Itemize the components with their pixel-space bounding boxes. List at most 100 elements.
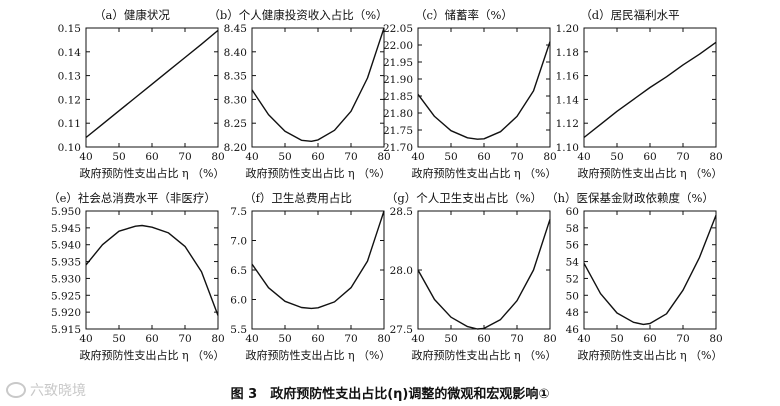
chart-panel-4: （d）居民福利水平 40 50 60 70 80 1.10 1.12 1.14 1.16 1.18 1… (556, 8, 723, 180)
x-axis-label: 政府预防性支出占比 η （%） (577, 348, 722, 362)
plot-frame (85, 27, 219, 148)
y-tick-label: 0.11 (58, 118, 81, 130)
chart-panel-5: （e）社会总消费水平（非医疗） 40 50 60 70 80 5.915 5.920 5.925… (48, 191, 225, 362)
x-tick-label: 70 (676, 333, 689, 345)
x-axis-label: 政府预防性支出占比 η （%） (245, 348, 390, 362)
y-tick-label: 58 (566, 223, 579, 235)
plot-frame (251, 210, 385, 330)
y-tick-label: 5.930 (51, 273, 81, 285)
x-axis-label: 政府预防性支出占比 η （%） (79, 348, 224, 362)
x-tick-label: 70 (510, 151, 523, 163)
watermark: 六致晓境 (6, 380, 86, 400)
x-tick-label: 70 (178, 151, 191, 163)
y-tick-label: 1.12 (556, 118, 579, 130)
y-tick-label: 5.935 (51, 257, 81, 269)
y-tick-label: 7.0 (230, 236, 247, 248)
x-tick-label: 50 (278, 333, 291, 345)
y-tick-label: 5.925 (51, 290, 81, 302)
y-tick-label: 1.10 (556, 142, 579, 154)
x-tick-label: 50 (610, 151, 623, 163)
x-tick-label: 50 (444, 333, 457, 345)
x-tick-label: 40 (245, 333, 258, 345)
x-tick-label: 70 (510, 333, 523, 345)
chart-panel-1: （a）健康状况 40 50 60 70 80 0.10 0.11 0.12 0.13 0.14 0.1… (58, 8, 225, 180)
y-tick-label: 6.5 (230, 265, 247, 277)
x-tick-label: 80 (377, 151, 390, 163)
plot-frame (583, 210, 717, 330)
chart-panel-7: （g）个人卫生支出占比（%） 40 50 60 70 80 27.5 28.0 28.5 政府预防… (386, 191, 557, 362)
chart-title: （g）个人卫生支出占比（%） (386, 191, 542, 205)
x-axis-label: 政府预防性支出占比 η （%） (245, 166, 390, 180)
y-tick-label: 7.5 (230, 206, 247, 218)
x-tick-label: 80 (543, 151, 556, 163)
x-tick-label: 80 (543, 333, 556, 345)
y-tick-label: 5.940 (51, 240, 81, 252)
chart-panel-3: （c）储蓄率（%） 40 50 60 70 80 21.70 21.75 21.80 21.85 2… (383, 8, 557, 180)
x-tick-label: 50 (112, 151, 125, 163)
plot-frame (417, 27, 551, 148)
y-tick-label: 46 (566, 324, 580, 336)
series-line (417, 219, 551, 330)
series-line (85, 224, 219, 316)
x-tick-label: 80 (709, 333, 722, 345)
plot-frame (417, 210, 551, 330)
y-tick-label: 8.40 (224, 47, 247, 59)
y-tick-label: 48 (566, 307, 579, 319)
y-tick-label: 21.70 (383, 142, 413, 154)
y-tick-label: 22.05 (383, 23, 413, 35)
series-line (583, 214, 717, 326)
x-tick-label: 40 (411, 151, 424, 163)
series-line (85, 29, 219, 139)
series-line (417, 41, 551, 140)
x-axis-label: 政府预防性支出占比 η （%） (577, 166, 722, 180)
x-tick-label: 50 (444, 151, 457, 163)
x-tick-label: 70 (676, 151, 689, 163)
x-tick-label: 50 (112, 333, 125, 345)
y-tick-label: 28.0 (390, 265, 413, 277)
y-tick-label: 1.14 (556, 94, 580, 106)
figure-caption: 图 3 政府预防性支出占比(η)调整的微观和宏观影响① (230, 387, 550, 402)
x-tick-label: 60 (311, 333, 324, 345)
y-tick-label: 22.00 (383, 40, 413, 52)
x-tick-label: 50 (610, 333, 623, 345)
y-tick-label: 0.12 (58, 94, 81, 106)
chart-title: （c）储蓄率（%） (415, 8, 513, 22)
y-tick-label: 56 (566, 240, 580, 252)
chart-panel-8: （h）医保基金财政依赖度（%） 40 50 60 70 80 46 48 50 52 54 56 58 6… (546, 191, 723, 362)
x-tick-label: 40 (79, 333, 92, 345)
x-tick-label: 60 (643, 333, 656, 345)
x-tick-label: 60 (145, 333, 158, 345)
chart-panel-6: （f）卫生总费用占比 40 50 60 70 80 5.5 6.0 6.5 7.0 7.5 政府预防性… (230, 191, 390, 362)
x-tick-label: 80 (709, 151, 722, 163)
x-tick-label: 60 (311, 151, 324, 163)
series-line (251, 27, 385, 143)
chart-title: （d）居民福利水平 (580, 8, 679, 22)
x-tick-label: 70 (178, 333, 191, 345)
y-tick-label: 21.95 (383, 57, 413, 69)
x-tick-label: 70 (344, 333, 357, 345)
x-axis-label: 政府预防性支出占比 η （%） (411, 166, 556, 180)
y-tick-label: 52 (566, 273, 579, 285)
y-tick-label: 21.85 (383, 91, 413, 103)
y-tick-label: 0.10 (58, 142, 81, 154)
x-tick-label: 40 (79, 151, 92, 163)
watermark-text: 六致晓境 (30, 383, 86, 399)
y-tick-label: 0.13 (58, 71, 81, 83)
y-tick-label: 27.5 (390, 324, 413, 336)
x-tick-label: 70 (344, 151, 357, 163)
y-tick-label: 1.20 (556, 23, 579, 35)
x-tick-label: 40 (411, 333, 424, 345)
x-tick-label: 80 (377, 333, 390, 345)
chart-title: （a）健康状况 (94, 8, 170, 22)
y-tick-label: 5.5 (230, 324, 247, 336)
series-line (583, 41, 717, 139)
y-tick-label: 1.16 (556, 71, 580, 83)
chart-title: （b）个人健康投资收入占比（%） (208, 8, 387, 22)
y-tick-label: 5.950 (51, 206, 81, 218)
y-tick-label: 5.945 (51, 223, 81, 235)
y-tick-label: 8.45 (224, 23, 247, 35)
y-tick-label: 8.35 (224, 71, 247, 83)
y-tick-label: 21.80 (383, 108, 413, 120)
x-tick-label: 60 (145, 151, 158, 163)
